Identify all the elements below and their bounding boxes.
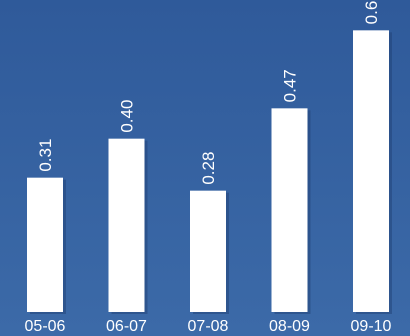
bar-05-06 — [27, 177, 63, 312]
value-label-08-09: 0.47 — [281, 69, 300, 102]
category-label-08-09: 08-09 — [269, 318, 310, 335]
category-label-09-10: 09-10 — [351, 318, 392, 335]
category-label-05-06: 05-06 — [25, 318, 66, 335]
bar-09-10 — [353, 30, 389, 312]
bar-06-07 — [108, 138, 145, 312]
value-label-07-08: 0.28 — [199, 152, 218, 185]
bar-07-08 — [190, 190, 226, 312]
value-label-09-10: 0.65 — [362, 0, 381, 24]
value-label-06-07: 0.40 — [118, 100, 137, 133]
category-label-06-07: 06-07 — [106, 318, 147, 335]
value-label-05-06: 0.31 — [36, 139, 55, 172]
bar-08-09 — [271, 108, 308, 312]
category-label-07-08: 07-08 — [188, 318, 229, 335]
